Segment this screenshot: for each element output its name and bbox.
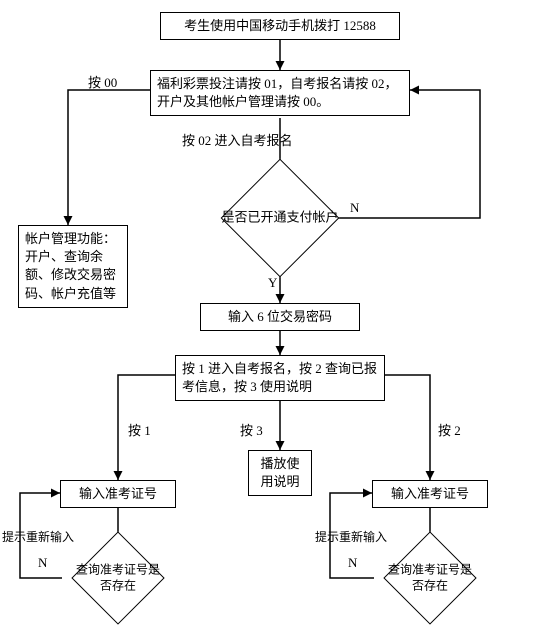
node-enter-exam-id-left-text: 输入准考证号: [79, 486, 157, 501]
node-enter-exam-id-left: 输入准考证号: [60, 480, 176, 508]
node-ivr-menu: 福利彩票投注请按 01，自考报名请按 02，开户及其他帐户管理请按 00。: [150, 70, 410, 116]
decision-exam-id-exists-right-text: 查询准考证号是否存在: [384, 562, 476, 593]
edge-label-press-3: 按 3: [240, 420, 263, 439]
node-enter-password: 输入 6 位交易密码: [200, 303, 360, 331]
node-dial-12588-text: 考生使用中国移动手机拨打 12588: [184, 18, 376, 33]
decision-pay-account-open: 是否已开通支付帐户: [238, 176, 322, 260]
node-play-instructions: 播放使用说明: [248, 450, 312, 496]
node-dial-12588: 考生使用中国移动手机拨打 12588: [160, 12, 400, 40]
edge-label-d1-y: Y: [268, 275, 277, 291]
edge-label-press-00: 按 00: [88, 72, 117, 91]
node-account-mgmt: 帐户管理功能：开户、查询余额、修改交易密码、帐户充值等: [18, 225, 128, 308]
node-submenu-123-text: 按 1 进入自考报名，按 2 查询已报考信息，按 3 使用说明: [182, 361, 377, 394]
edge-label-press-2: 按 2: [438, 420, 461, 439]
node-enter-password-text: 输入 6 位交易密码: [228, 309, 332, 324]
edge-label-d1-n: N: [350, 200, 359, 216]
edge-label-reinput-right: 提示重新输入: [315, 528, 387, 545]
edge-label-d2a-n: N: [38, 555, 47, 571]
edge-label-reinput-left: 提示重新输入: [2, 528, 74, 545]
edge-label-d2b-n: N: [348, 555, 357, 571]
node-enter-exam-id-right-text: 输入准考证号: [391, 486, 469, 501]
edge-label-press-1: 按 1: [128, 420, 151, 439]
node-play-instructions-text: 播放使用说明: [260, 456, 299, 489]
decision-exam-id-exists-left: 查询准考证号是否存在: [85, 545, 151, 611]
node-enter-exam-id-right: 输入准考证号: [372, 480, 488, 508]
node-account-mgmt-text: 帐户管理功能：开户、查询余额、修改交易密码、帐户充值等: [25, 231, 116, 301]
decision-exam-id-exists-right: 查询准考证号是否存在: [397, 545, 463, 611]
node-submenu-123: 按 1 进入自考报名，按 2 查询已报考信息，按 3 使用说明: [175, 355, 385, 401]
edge-label-press-02: 按 02 进入自考报名: [182, 130, 293, 149]
decision-pay-account-open-text: 是否已开通支付帐户: [221, 210, 339, 227]
node-ivr-menu-text: 福利彩票投注请按 01，自考报名请按 02，开户及其他帐户管理请按 00。: [157, 76, 398, 109]
decision-exam-id-exists-left-text: 查询准考证号是否存在: [72, 562, 164, 593]
